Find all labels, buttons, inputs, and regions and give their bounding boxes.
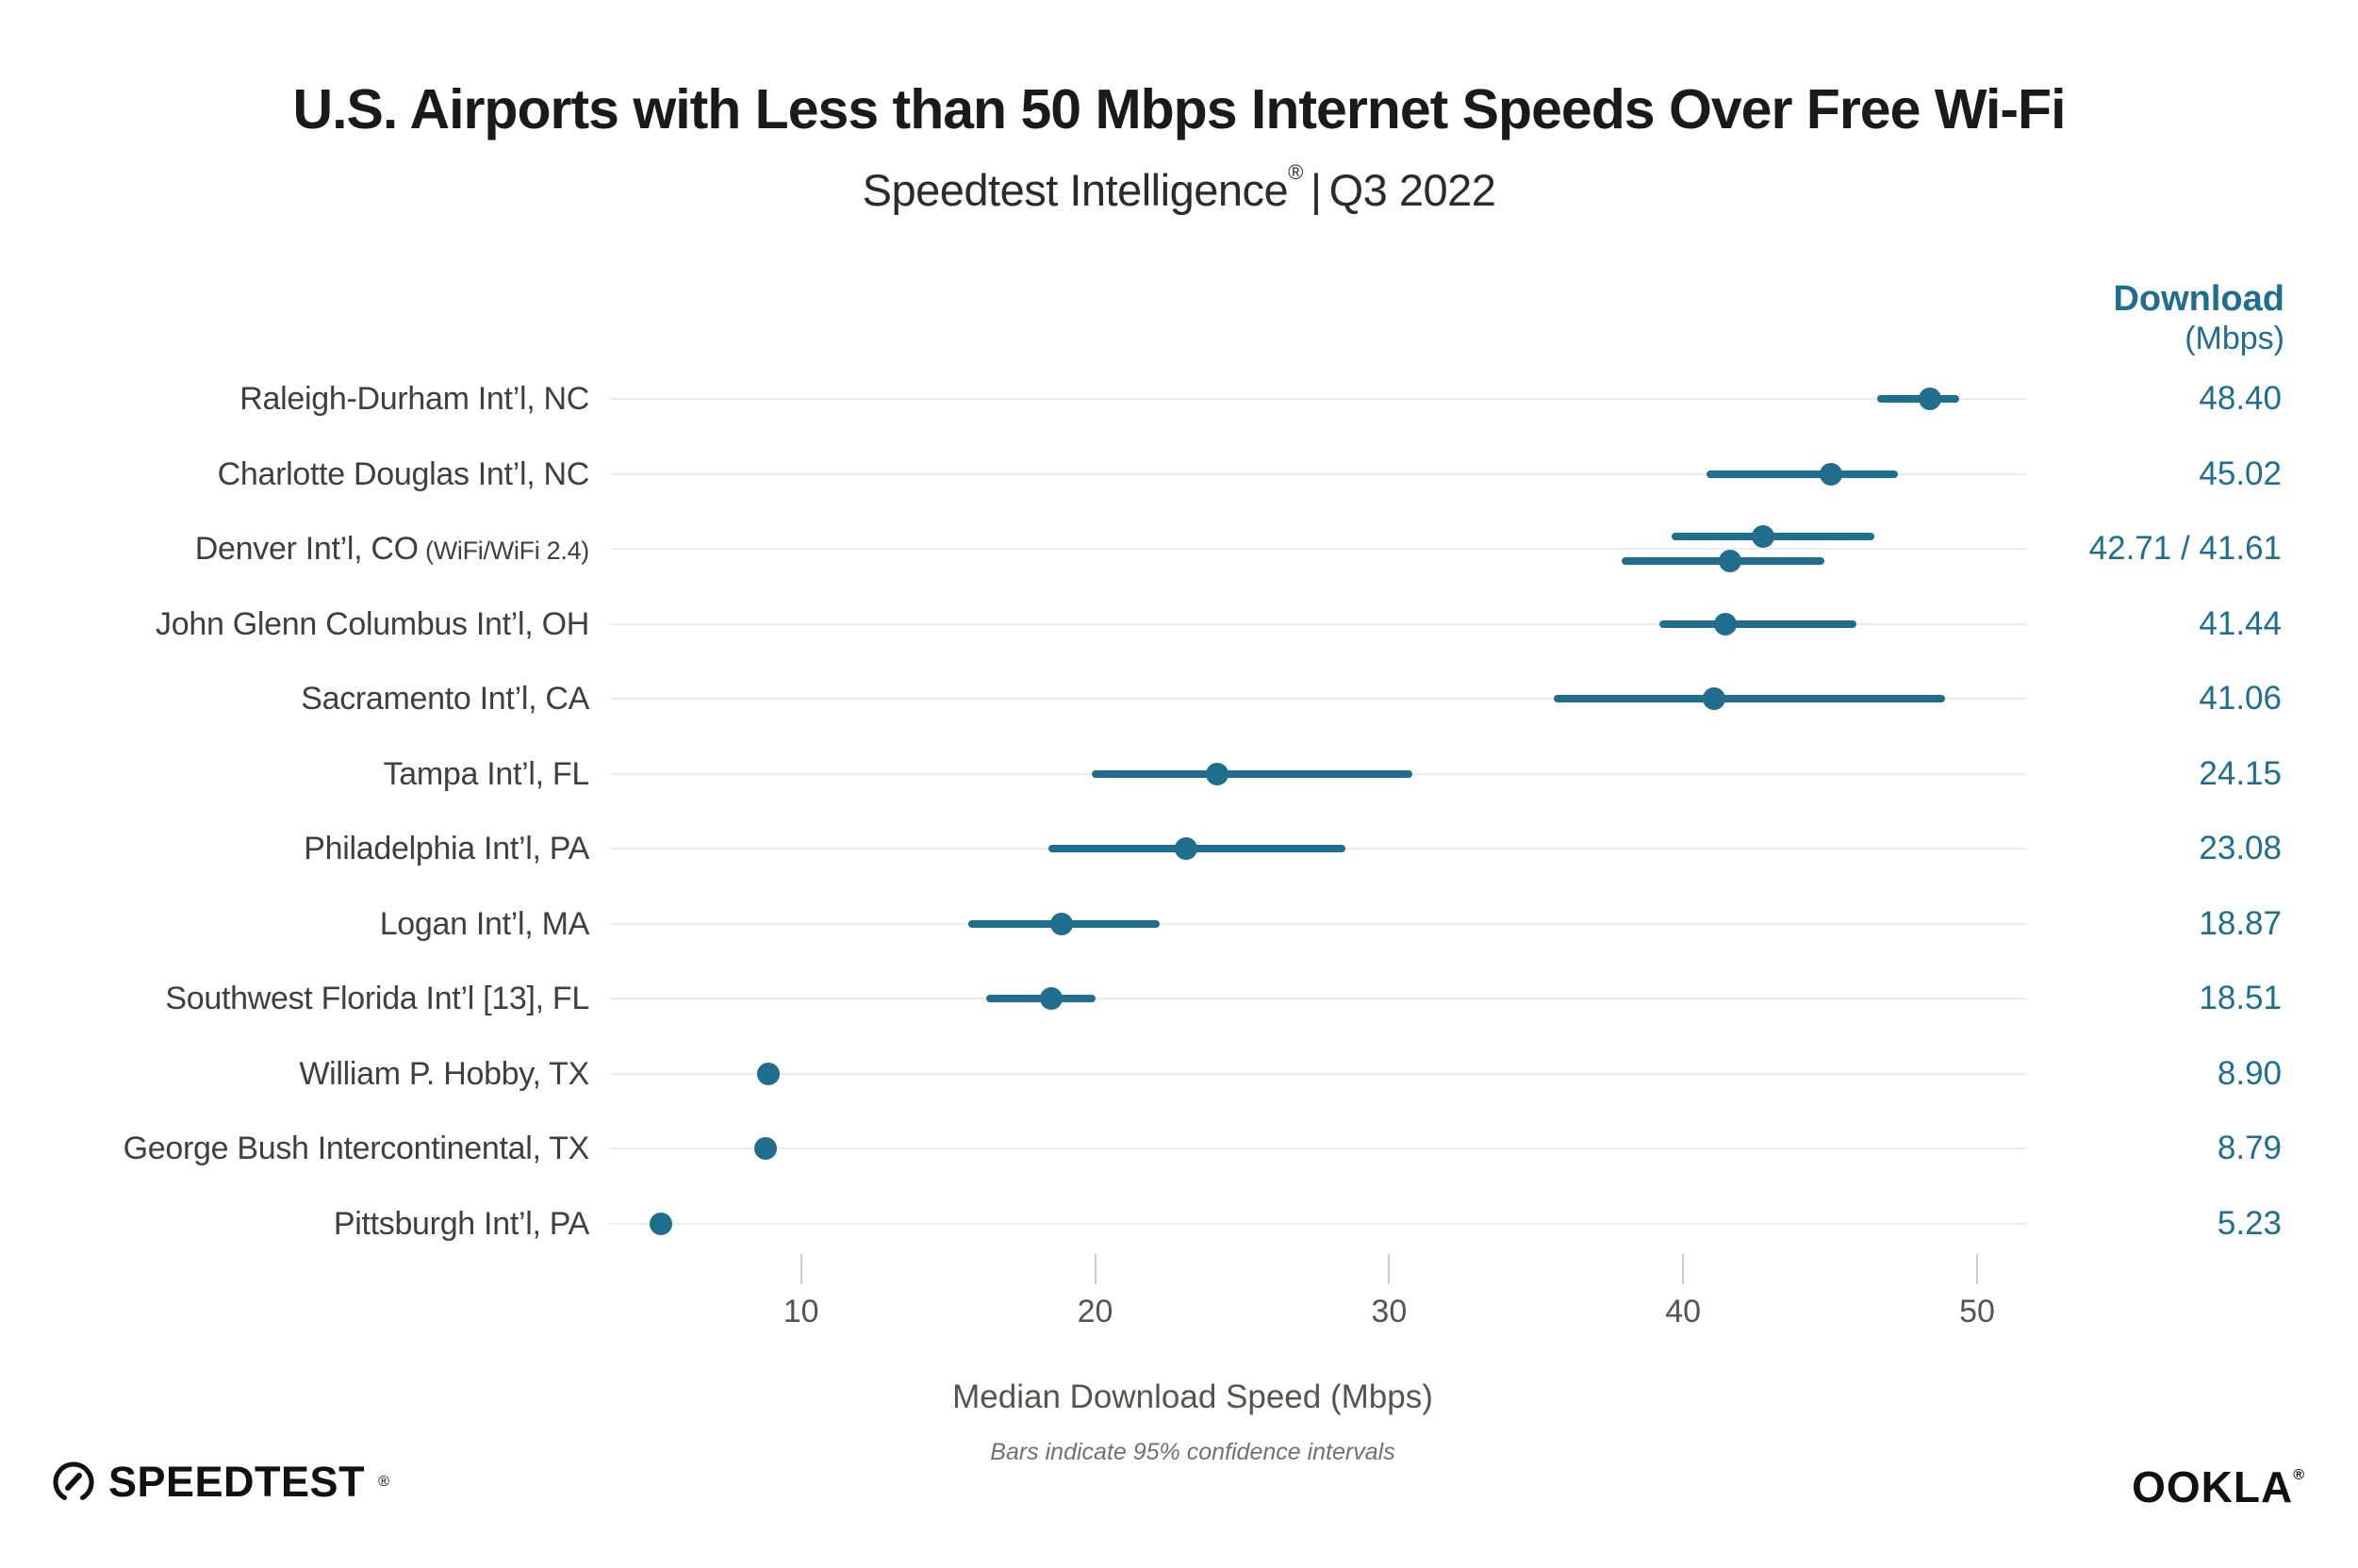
x-tick-label: 20 [1077, 1294, 1113, 1329]
median-dot [1050, 912, 1074, 935]
x-tick-mark [800, 1254, 802, 1284]
median-dot [757, 1062, 781, 1085]
median-dot [1205, 762, 1228, 785]
median-dot [1714, 612, 1738, 635]
airport-name: Raleigh-Durham Int’l, NC [239, 381, 589, 417]
airport-name: John Glenn Columbus Int’l, OH [156, 605, 589, 642]
median-dot [649, 1212, 672, 1235]
registered-trademark-mark: ® [378, 1474, 389, 1490]
airport-name: William P. Hobby, TX [299, 1055, 589, 1092]
row-label: Philadelphia Int’l, PA [304, 826, 589, 871]
row-value: 42.71 / 41.61 [2088, 530, 2282, 567]
subtitle-separator: | [1310, 165, 1322, 215]
confidence-interval-bar [1876, 395, 1960, 403]
value-column-header: Download (Mbps) [2113, 278, 2284, 357]
row-label: Southwest Florida Int’l [13], FL [165, 976, 589, 1021]
row-label: Tampa Int’l, FL [383, 751, 590, 797]
value-column-title: Download [2113, 279, 2284, 319]
row-label: Pittsburgh Int’l, PA [334, 1201, 589, 1246]
row-gridline [610, 398, 2027, 400]
row-value: 45.02 [2199, 454, 2282, 492]
chart-footnote: Bars indicate 95% confidence intervals [990, 1439, 1395, 1465]
x-tick-mark [1682, 1254, 1685, 1284]
row-label: Raleigh-Durham Int’l, NC [239, 376, 589, 421]
row-value: 18.87 [2199, 904, 2282, 942]
median-dot [1919, 388, 1942, 410]
x-tick-label: 40 [1665, 1294, 1702, 1329]
row-value: 23.08 [2199, 830, 2282, 867]
row-gridline [610, 472, 2027, 475]
x-tick-mark [1975, 1254, 1978, 1284]
row-gridline [610, 998, 2027, 999]
row-value: 24.15 [2199, 754, 2282, 792]
ookla-logo-text: OOKLA [2132, 1462, 2294, 1511]
row-label: George Bush Intercontinental, TX [123, 1126, 590, 1171]
x-tick-label: 50 [1959, 1294, 1995, 1329]
median-dot [1751, 525, 1774, 548]
x-tick-label: 30 [1371, 1294, 1408, 1329]
median-dot [1040, 987, 1064, 1010]
row-label: Sacramento Int’l, CA [301, 676, 589, 721]
airport-name: Charlotte Douglas Int’l, NC [217, 455, 590, 492]
x-axis-label: Median Download Speed (Mbps) [952, 1378, 1433, 1415]
subtitle-brand: Speedtest Intelligence [862, 165, 1289, 215]
ookla-logo: OOKLA® [2132, 1461, 2305, 1512]
airport-name: Denver Int’l, CO [194, 531, 419, 567]
chart-subtitle: Speedtest Intelligence® | Q3 2022 [0, 160, 2358, 216]
airport-name: Pittsburgh Int’l, PA [333, 1205, 589, 1242]
row-value: 8.90 [2217, 1054, 2282, 1092]
speedtest-logo: SPEEDTEST ® [52, 1458, 389, 1507]
median-dot [753, 1137, 777, 1160]
x-tick-mark [1388, 1254, 1391, 1284]
row-gridline [610, 1072, 2027, 1075]
row-gridline [610, 698, 2027, 700]
row-value: 18.51 [2199, 980, 2282, 1016]
row-value: 5.23 [2217, 1204, 2282, 1242]
confidence-interval-bar [1092, 769, 1413, 778]
registered-trademark-mark: ® [2293, 1467, 2305, 1483]
median-dot [1719, 550, 1742, 572]
airport-name: Sacramento Int’l, CA [301, 681, 589, 717]
registered-trademark-mark: ® [1288, 160, 1303, 184]
airport-name: Philadelphia Int’l, PA [304, 831, 589, 867]
row-value: 41.44 [2199, 604, 2282, 642]
row-value: 41.06 [2199, 680, 2282, 717]
x-tick-mark [1094, 1254, 1097, 1284]
median-dot [1819, 462, 1842, 486]
subtitle-period: Q3 2022 [1328, 165, 1496, 215]
row-label: Denver Int’l, CO (WiFi/WiFi 2.4) [194, 526, 590, 571]
row-gridline [610, 1222, 2027, 1225]
row-label: Charlotte Douglas Int’l, NC [217, 452, 590, 497]
median-dot [1174, 837, 1197, 860]
row-gridline [610, 548, 2027, 550]
speedtest-gauge-icon [53, 1461, 94, 1500]
chart-title: U.S. Airports with Less than 50 Mbps Int… [292, 78, 2067, 140]
airport-name: Tampa Int’l, FL [383, 755, 590, 792]
confidence-interval-bar [1553, 695, 1945, 702]
row-label: Logan Int’l, MA [379, 901, 590, 947]
speedtest-logo-text: SPEEDTEST [108, 1458, 366, 1506]
x-tick-label: 10 [783, 1294, 819, 1329]
confidence-interval-bar [1659, 619, 1857, 628]
row-label: John Glenn Columbus Int’l, OH [156, 602, 589, 647]
value-column-unit: (Mbps) [2185, 321, 2284, 356]
row-gridline [610, 922, 2027, 925]
row-value: 48.40 [2199, 380, 2282, 417]
median-dot [1703, 687, 1726, 710]
row-gridline [610, 622, 2027, 625]
airport-name: Southwest Florida Int’l [13], FL [165, 981, 589, 1016]
confidence-interval-bar [1707, 470, 1898, 478]
airport-name: Logan Int’l, MA [379, 905, 590, 942]
row-gridline [610, 1147, 2027, 1149]
row-label: William P. Hobby, TX [299, 1051, 589, 1097]
row-value: 8.79 [2217, 1130, 2282, 1166]
airport-name: George Bush Intercontinental, TX [123, 1131, 590, 1166]
airport-name-note: (WiFi/WiFi 2.4) [418, 536, 589, 565]
